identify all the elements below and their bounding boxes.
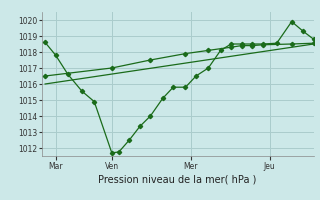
X-axis label: Pression niveau de la mer( hPa ): Pression niveau de la mer( hPa )	[99, 175, 257, 185]
